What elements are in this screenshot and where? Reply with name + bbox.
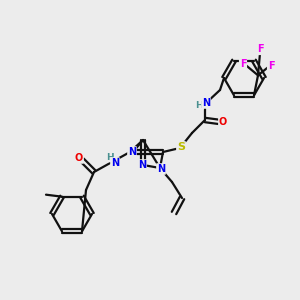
Text: F: F [257, 44, 263, 54]
Text: N: N [202, 98, 210, 108]
Text: F: F [240, 59, 246, 69]
Text: H: H [106, 152, 114, 161]
Text: O: O [219, 117, 227, 127]
Text: H: H [195, 100, 203, 109]
Text: S: S [177, 142, 185, 152]
Text: N: N [111, 158, 119, 168]
Text: F: F [268, 61, 274, 71]
Text: N: N [157, 164, 165, 174]
Text: O: O [75, 153, 83, 163]
Text: N: N [138, 160, 146, 170]
Text: N: N [128, 147, 136, 157]
